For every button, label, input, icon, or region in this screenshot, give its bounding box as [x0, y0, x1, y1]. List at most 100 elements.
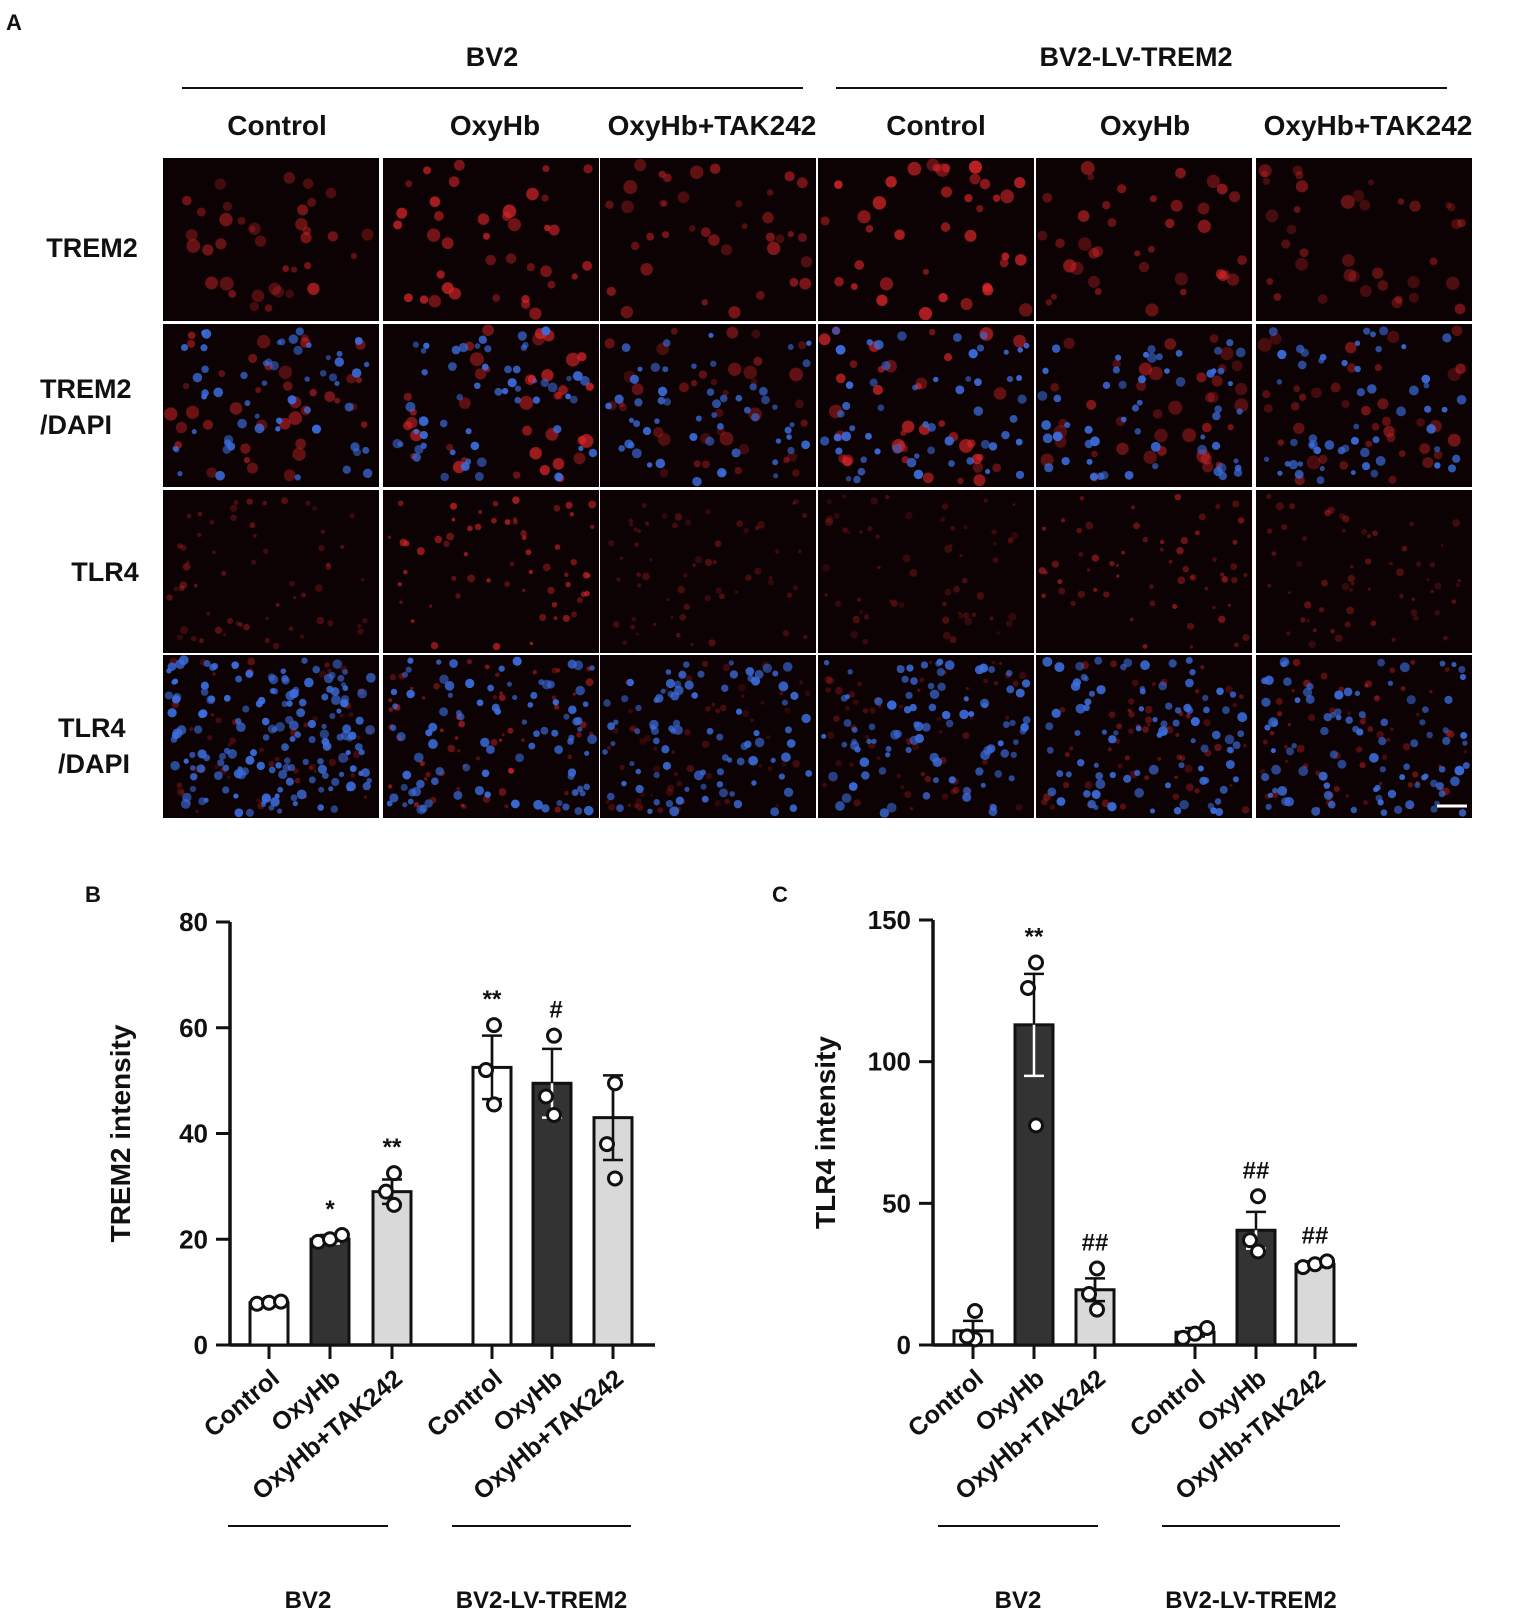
- category-label: Control: [199, 1364, 285, 1443]
- y-tick-label: 40: [179, 1119, 208, 1149]
- micrograph-tile: [163, 655, 379, 818]
- y-tick-label: 100: [868, 1047, 911, 1077]
- panel-a-micrographs: A BV2 BV2-LV-TREM2 Control OxyHb OxyHb+T…: [6, 10, 1472, 818]
- micrograph-tile: [1036, 490, 1252, 653]
- panel-letter: B: [85, 882, 101, 907]
- micrograph-tile: [163, 158, 379, 321]
- data-point: [386, 1196, 402, 1213]
- y-tick-label: 20: [179, 1224, 208, 1254]
- significance-mark: **: [383, 1134, 402, 1161]
- bar: [1235, 1228, 1277, 1347]
- row-label-trem2: TREM2: [46, 233, 138, 263]
- micrograph-tile: [163, 324, 379, 487]
- data-point: [1028, 1117, 1044, 1134]
- row-label-tlr4: TLR4: [71, 557, 139, 587]
- row-label-trem2-dapi: TREM2/DAPI: [40, 374, 132, 440]
- significance-mark: ##: [1243, 1157, 1270, 1184]
- group-header-bv2: BV2: [466, 42, 519, 72]
- significance-mark: **: [483, 986, 502, 1013]
- micrograph-tile: [383, 490, 599, 653]
- y-tick-label: 0: [194, 1330, 208, 1360]
- micrograph-tile: [1256, 655, 1472, 818]
- micrograph-tile: [1036, 324, 1252, 487]
- significance-mark: ##: [1302, 1222, 1329, 1249]
- micrograph-tile: [818, 490, 1034, 653]
- micrograph-tile: [1256, 158, 1472, 321]
- significance-mark: ##: [1082, 1230, 1109, 1257]
- data-point: [1242, 1232, 1258, 1249]
- data-point: [273, 1293, 289, 1310]
- data-point: [478, 1062, 494, 1079]
- significance-mark: #: [549, 997, 562, 1024]
- panel-a-letter: A: [6, 10, 22, 35]
- y-axis-title: TLR4 intensity: [810, 1036, 841, 1229]
- group-label: BV2-LV-TREM2: [456, 1587, 628, 1614]
- data-point: [1089, 1260, 1105, 1277]
- condition-header-4: Control: [886, 110, 986, 141]
- data-point: [546, 1106, 562, 1123]
- category-label: Control: [1125, 1364, 1211, 1443]
- micrograph-tile: [1036, 158, 1252, 321]
- data-point: [378, 1183, 394, 1200]
- bar: [371, 1190, 413, 1347]
- condition-header-2: OxyHb: [450, 110, 540, 141]
- data-point: [607, 1075, 623, 1092]
- data-point: [1020, 980, 1036, 996]
- data-point: [1319, 1253, 1335, 1270]
- data-point: [334, 1227, 350, 1244]
- micrograph-tile: [600, 324, 816, 487]
- y-tick-label: 80: [179, 907, 208, 937]
- data-point: [486, 1096, 502, 1113]
- micrograph-tile: [600, 158, 816, 321]
- data-point: [1199, 1320, 1215, 1336]
- micrograph-tile: [163, 490, 379, 653]
- significance-mark: *: [325, 1196, 335, 1223]
- row-label-tlr4-dapi: TLR4/DAPI: [58, 713, 130, 779]
- micrograph-tile: [600, 490, 816, 653]
- data-point: [599, 1136, 615, 1153]
- data-point: [386, 1165, 402, 1182]
- micrograph-tile: [1256, 324, 1472, 487]
- group-label: BV2-LV-TREM2: [1165, 1587, 1337, 1614]
- micrograph-tile: [818, 655, 1034, 818]
- micrograph-tile: [383, 324, 599, 487]
- data-point: [607, 1170, 623, 1187]
- group-header-bv2-lv-trem2: BV2-LV-TREM2: [1039, 42, 1232, 72]
- data-point: [1028, 954, 1044, 971]
- y-tick-label: 150: [868, 905, 911, 935]
- micrograph-tile: [1036, 655, 1252, 818]
- group-label: BV2: [285, 1587, 332, 1614]
- micrograph-tile: [383, 655, 599, 818]
- bar: [309, 1237, 351, 1347]
- group-label: BV2: [995, 1587, 1042, 1614]
- data-point: [967, 1303, 983, 1319]
- data-point: [1089, 1301, 1105, 1318]
- condition-header-3: OxyHb+TAK242: [608, 110, 817, 141]
- condition-header-6: OxyHb+TAK242: [1264, 110, 1473, 141]
- micrograph-grid: [163, 158, 1472, 818]
- significance-mark: **: [1025, 924, 1044, 951]
- micrograph-tile: [1256, 490, 1472, 653]
- bar: [1294, 1262, 1336, 1347]
- data-point: [546, 1027, 562, 1044]
- bar: [471, 1065, 513, 1347]
- data-point: [486, 1017, 502, 1034]
- micrograph-tile: [818, 158, 1034, 321]
- category-label: Control: [422, 1364, 508, 1443]
- data-point: [1250, 1188, 1266, 1205]
- micrograph-tile: [383, 158, 599, 321]
- condition-header-1: Control: [227, 110, 327, 141]
- y-tick-label: 50: [882, 1188, 911, 1218]
- y-tick-label: 0: [897, 1330, 911, 1360]
- micrograph-tile: [818, 324, 1034, 487]
- data-point: [1250, 1243, 1266, 1260]
- micrograph-tile: [600, 655, 816, 818]
- data-point: [959, 1328, 975, 1345]
- data-point: [1081, 1286, 1097, 1302]
- category-label: Control: [903, 1364, 989, 1443]
- panel-letter: C: [772, 882, 788, 907]
- data-point: [538, 1088, 554, 1105]
